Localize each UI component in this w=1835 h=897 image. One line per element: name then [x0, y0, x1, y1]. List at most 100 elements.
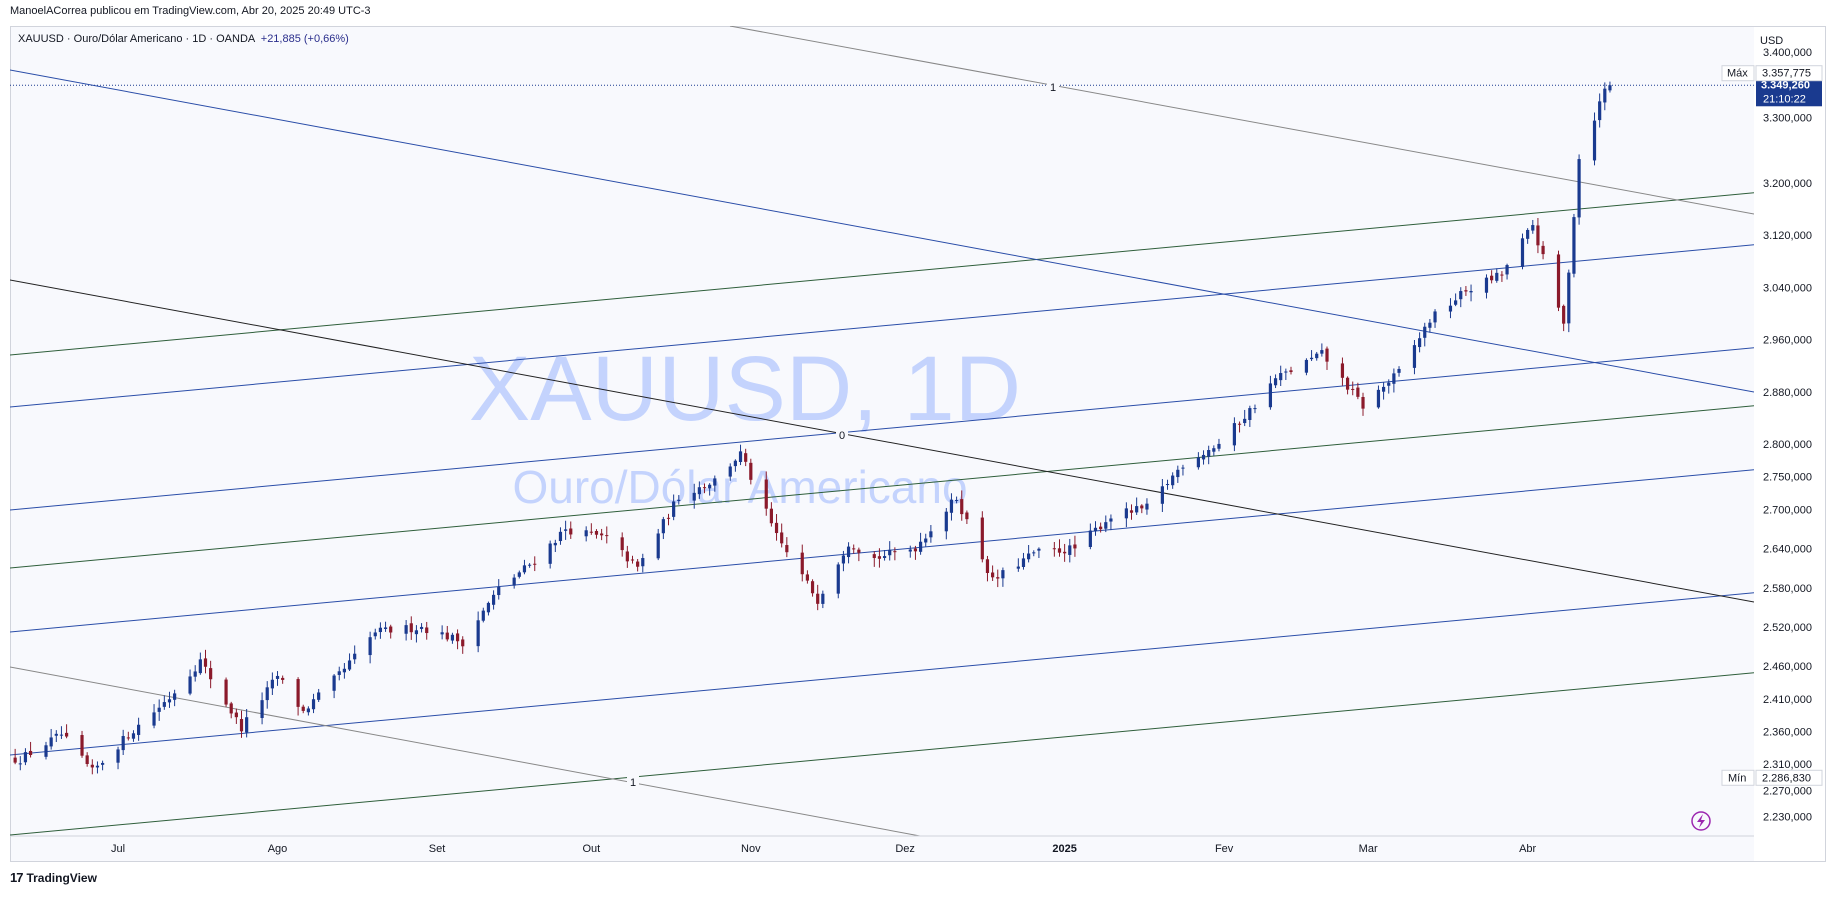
candle[interactable]: [785, 537, 789, 558]
candle[interactable]: [1304, 358, 1309, 376]
candle[interactable]: [924, 533, 928, 547]
candle[interactable]: [337, 666, 341, 681]
fib-line-0[interactable]: [10, 279, 1754, 603]
candle[interactable]: [816, 584, 820, 611]
candle[interactable]: [692, 483, 696, 509]
candle[interactable]: [85, 752, 89, 767]
candle[interactable]: [944, 507, 948, 540]
channel-line-blue[interactable]: [10, 592, 1754, 756]
candle[interactable]: [1469, 284, 1473, 302]
candle[interactable]: [260, 692, 264, 725]
candle[interactable]: [661, 516, 665, 540]
fib-line-1-top[interactable]: [729, 26, 1754, 215]
candle[interactable]: [512, 574, 516, 589]
candle[interactable]: [605, 526, 609, 544]
candle[interactable]: [888, 541, 892, 561]
candle[interactable]: [918, 532, 923, 555]
candle[interactable]: [239, 710, 244, 738]
candle[interactable]: [1309, 350, 1314, 362]
symbol-legend[interactable]: XAUUSD · Ouro/Dólar Americano · 1D · OAN…: [18, 33, 349, 45]
candle[interactable]: [383, 621, 388, 632]
candle[interactable]: [1387, 379, 1391, 394]
candle[interactable]: [620, 532, 624, 557]
candle[interactable]: [996, 569, 1000, 588]
candle[interactable]: [301, 704, 305, 714]
candle[interactable]: [245, 708, 249, 738]
candle[interactable]: [1556, 250, 1561, 312]
candle[interactable]: [1181, 464, 1185, 476]
candle[interactable]: [738, 444, 743, 466]
candle[interactable]: [1608, 81, 1612, 93]
candle[interactable]: [1273, 374, 1278, 389]
candle[interactable]: [137, 717, 141, 741]
candle[interactable]: [517, 570, 521, 579]
candle[interactable]: [697, 481, 701, 499]
candle[interactable]: [1207, 445, 1211, 465]
candle[interactable]: [625, 545, 629, 568]
candle[interactable]: [600, 528, 604, 541]
candle[interactable]: [95, 761, 100, 774]
candle[interactable]: [1345, 376, 1350, 395]
candle[interactable]: [1057, 539, 1062, 557]
candle[interactable]: [1237, 421, 1242, 433]
candle[interactable]: [173, 689, 177, 707]
candle[interactable]: [353, 645, 357, 664]
candle[interactable]: [1320, 343, 1324, 357]
candle[interactable]: [749, 458, 753, 485]
candle[interactable]: [317, 688, 321, 703]
candle[interactable]: [584, 526, 588, 542]
candle[interactable]: [1495, 268, 1499, 283]
candle[interactable]: [1325, 346, 1329, 370]
candle[interactable]: [455, 629, 460, 650]
candle[interactable]: [841, 550, 846, 572]
candle[interactable]: [101, 760, 105, 771]
candle[interactable]: [1289, 366, 1293, 375]
candle[interactable]: [702, 483, 707, 494]
candle[interactable]: [1392, 368, 1396, 393]
candle[interactable]: [203, 649, 208, 674]
tradingview-footer[interactable]: 17 TradingView: [10, 870, 97, 885]
candle[interactable]: [656, 528, 660, 561]
candle[interactable]: [882, 550, 887, 561]
candle[interactable]: [1526, 228, 1530, 244]
candle[interactable]: [1068, 538, 1072, 563]
candle[interactable]: [1279, 365, 1283, 387]
candle[interactable]: [527, 563, 532, 568]
candle[interactable]: [708, 483, 712, 496]
candle[interactable]: [275, 671, 280, 686]
candle[interactable]: [497, 579, 501, 600]
candle[interactable]: [1052, 542, 1056, 557]
candle[interactable]: [1490, 270, 1494, 284]
candle[interactable]: [121, 729, 125, 756]
candle[interactable]: [594, 529, 599, 539]
candle[interactable]: [491, 590, 496, 610]
candle[interactable]: [1520, 233, 1525, 270]
candle[interactable]: [368, 631, 372, 664]
candle[interactable]: [265, 681, 269, 709]
candle[interactable]: [1598, 93, 1602, 128]
candle[interactable]: [404, 620, 408, 641]
candle[interactable]: [1376, 385, 1381, 409]
candle[interactable]: [23, 748, 28, 766]
candle[interactable]: [728, 463, 732, 481]
candle[interactable]: [1093, 521, 1098, 536]
candle[interactable]: [991, 565, 995, 581]
candle[interactable]: [131, 730, 136, 742]
candle[interactable]: [296, 677, 300, 716]
fib-line-1-bottom[interactable]: [10, 666, 921, 836]
candle[interactable]: [980, 511, 984, 563]
candle[interactable]: [744, 448, 748, 467]
candle[interactable]: [913, 545, 918, 560]
candle[interactable]: [1016, 558, 1020, 572]
candle[interactable]: [1140, 504, 1144, 514]
candle[interactable]: [18, 756, 22, 771]
candle[interactable]: [414, 625, 419, 643]
candle[interactable]: [152, 704, 156, 729]
candle[interactable]: [1562, 304, 1566, 332]
candle[interactable]: [636, 558, 640, 572]
candle[interactable]: [1243, 409, 1247, 427]
candle[interactable]: [1423, 322, 1427, 347]
candle[interactable]: [1284, 368, 1288, 381]
candle[interactable]: [64, 724, 69, 739]
candle[interactable]: [389, 624, 393, 639]
